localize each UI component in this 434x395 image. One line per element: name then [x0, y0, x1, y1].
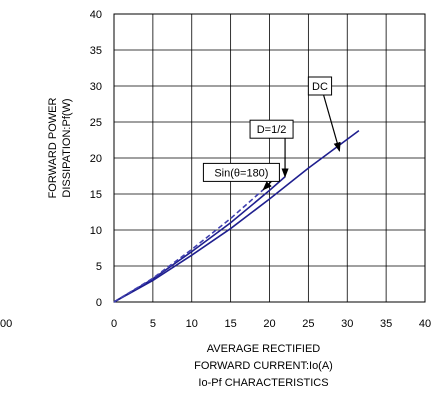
x-tick-label: 5 [150, 318, 156, 330]
x-axis-title-line3: Io-Pf CHARACTERISTICS [198, 377, 328, 389]
annotation-label: DC [312, 81, 328, 93]
x-axis-title-line1: AVERAGE RECTIFIED [207, 343, 321, 355]
annotation-arrow [262, 180, 272, 191]
x-tick-label: 10 [186, 318, 198, 330]
x-tick-label: 0 [111, 318, 117, 330]
y-tick-label: 30 [90, 81, 102, 93]
series-line-sin-180- [113, 189, 264, 303]
y-axis-title-line1: FORWARD POWER [47, 98, 59, 199]
y-tick-label: 0 [96, 297, 102, 309]
annotation-label: Sin(θ=180) [214, 167, 268, 179]
y-tick-label: 25 [90, 117, 102, 129]
series-line-d-1-2 [113, 176, 286, 303]
y-axis-title-line2: DISSIPATION:Pf(W) [61, 98, 73, 197]
x-axis-title-line2: FORWARD CURRENT:Io(A) [194, 360, 333, 372]
annotation-box [307, 76, 333, 96]
y-tick-label: 10 [90, 225, 102, 237]
x-tick-label: 30 [341, 318, 353, 330]
series-line-dc [113, 129, 360, 303]
y-tick-label: 40 [90, 9, 102, 21]
annotation-box [202, 162, 280, 182]
annotation-label: D=1/2 [257, 124, 287, 136]
y-tick-label: 35 [90, 45, 102, 57]
plot-frame [113, 13, 426, 303]
y-tick-label: 5 [96, 261, 102, 273]
x-tick-label: 25 [302, 318, 314, 330]
stray-tick-label: 00 [0, 318, 12, 330]
x-tick-label: 40 [419, 318, 431, 330]
y-tick-label: 15 [90, 189, 102, 201]
x-tick-label: 35 [380, 318, 392, 330]
x-tick-label: 20 [263, 318, 275, 330]
annotation-arrow [322, 94, 341, 152]
x-tick-label: 15 [225, 318, 237, 330]
annotation-box [249, 119, 294, 139]
y-tick-label: 20 [90, 153, 102, 165]
